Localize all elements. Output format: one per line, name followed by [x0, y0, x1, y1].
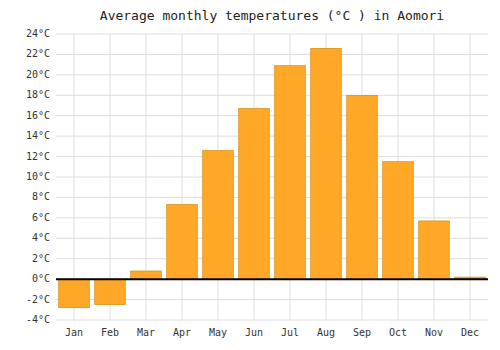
x-axis: Jan Feb Mar Apr May Jun Jul Aug Sep Oct Nov Dec: [65, 327, 479, 338]
grid-line-y: [56, 54, 488, 55]
grid-line-y: [56, 136, 488, 137]
grid-line-x: [110, 34, 111, 320]
x-tick-label: Feb: [101, 327, 119, 338]
x-tick-label: Mar: [137, 327, 155, 338]
bars: [59, 48, 486, 307]
grid-line-y: [56, 320, 488, 321]
y-tick-label: 6°C: [32, 212, 50, 223]
y-tick-label: 10°C: [26, 171, 50, 182]
y-tick-label: -2°C: [26, 294, 50, 305]
y-tick-label: 2°C: [32, 253, 50, 264]
bar: [419, 221, 450, 279]
grid-line-y: [56, 217, 488, 218]
bar: [167, 205, 198, 280]
x-tick-label: Apr: [173, 327, 191, 338]
grid-line-y: [56, 177, 488, 178]
grid-line-y: [56, 279, 488, 280]
grid-line-y: [56, 95, 488, 96]
grid-line-y: [56, 34, 488, 35]
y-axis: -4°C -2°C 0°C 2°C 4°C 6°C 8°C 10°C 12°C 14°C 16°C 1…: [26, 28, 50, 325]
title: Average monthly temperatures (°C ) in Ao…: [100, 8, 444, 23]
x-tick-label: Aug: [317, 327, 335, 338]
y-tick-label: 8°C: [32, 191, 50, 202]
bar: [383, 162, 414, 279]
x-tick-label: Jan: [65, 327, 83, 338]
bar: [347, 95, 378, 279]
y-tick-label: 4°C: [32, 232, 50, 243]
grid-line-y: [56, 156, 488, 157]
grid: [56, 34, 488, 320]
grid-line-y: [56, 197, 488, 198]
y-tick-label: 20°C: [26, 69, 50, 80]
bar: [203, 150, 234, 279]
x-tick-label: May: [209, 327, 227, 338]
grid-line-y: [56, 115, 488, 116]
y-tick-label: 12°C: [26, 151, 50, 162]
grid-line-y: [56, 74, 488, 75]
x-tick-label: Dec: [461, 327, 479, 338]
x-tick-label: Sep: [353, 327, 371, 338]
y-tick-label: 22°C: [26, 48, 50, 59]
x-tick-label: Nov: [425, 327, 443, 338]
y-tick-label: 0°C: [32, 273, 50, 284]
y-tick-label: 14°C: [26, 130, 50, 141]
y-tick-label: 24°C: [26, 28, 50, 39]
x-tick-label: Oct: [389, 327, 407, 338]
bar: [275, 66, 306, 279]
bar: [131, 271, 162, 279]
zero-line: [56, 278, 488, 280]
bar: [59, 279, 90, 308]
chart: -4°C -2°C 0°C 2°C 4°C 6°C 8°C 10°C 12°C 14°C 16°C 1…: [0, 0, 500, 350]
y-tick-label: -4°C: [26, 314, 50, 325]
x-tick-label: Jun: [245, 327, 263, 338]
bar: [95, 279, 126, 305]
y-tick-label: 18°C: [26, 89, 50, 100]
grid-line-x: [74, 34, 75, 320]
bar: [311, 48, 342, 279]
y-tick-label: 16°C: [26, 110, 50, 121]
x-tick-label: Jul: [281, 327, 299, 338]
bar: [239, 109, 270, 280]
